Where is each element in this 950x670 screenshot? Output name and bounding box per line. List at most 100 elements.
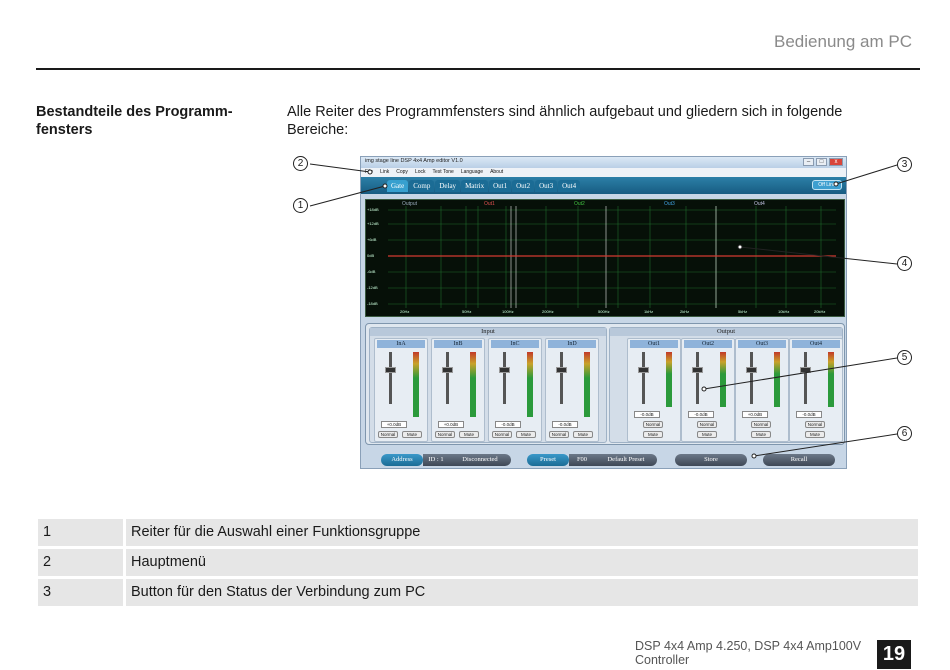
row-number: 2 xyxy=(38,549,123,576)
fader-knob[interactable] xyxy=(499,367,510,373)
table-row: 3 Button für den Status der Verbindung z… xyxy=(38,579,918,606)
store-button[interactable]: Store xyxy=(675,454,747,466)
fader-knob[interactable] xyxy=(692,367,703,373)
normal-button[interactable]: Normal xyxy=(751,421,771,428)
channel-strip-out1: Out1 -0.0dB Normal Mute xyxy=(627,338,681,442)
gain-value[interactable]: -0.0dB xyxy=(634,411,660,418)
preset-button[interactable]: Preset xyxy=(527,454,569,466)
mute-button[interactable]: Mute xyxy=(573,431,593,438)
gain-value[interactable]: -0.0dB xyxy=(796,411,822,418)
mute-button[interactable]: Mute xyxy=(516,431,536,438)
x-tick: 50Hz xyxy=(462,309,472,314)
callout-3: 3 xyxy=(897,157,912,172)
fader-track xyxy=(642,352,645,404)
normal-button[interactable]: Normal xyxy=(435,431,455,438)
menu-lock[interactable]: Lock xyxy=(414,169,426,175)
function-tab-bar: Gate Comp Delay Matrix Out1 Out2 Out3 Ou… xyxy=(361,177,846,194)
mute-button[interactable]: Mute xyxy=(643,431,663,438)
close-button[interactable]: x xyxy=(829,158,843,166)
gain-value[interactable]: +0.0dB xyxy=(381,421,407,428)
tab-gate[interactable]: Gate xyxy=(387,180,409,192)
channel-label: InD xyxy=(548,340,596,348)
recall-button[interactable]: Recall xyxy=(763,454,835,466)
x-tick: 1kHz xyxy=(644,309,654,314)
x-tick: 100Hz xyxy=(502,309,514,314)
channel-label: Out1 xyxy=(630,340,678,348)
program-window-screenshot: img stage line DSP 4x4 Amp editor V1.0 –… xyxy=(360,156,847,469)
fader-track xyxy=(446,352,449,404)
tab-out3[interactable]: Out3 xyxy=(535,180,558,192)
normal-button[interactable]: Normal xyxy=(378,431,398,438)
tab-out4[interactable]: Out4 xyxy=(558,180,581,192)
x-tick: 20Hz xyxy=(400,309,410,314)
tab-out1[interactable]: Out1 xyxy=(489,180,512,192)
tab-out2[interactable]: Out2 xyxy=(512,180,535,192)
device-id: ID : 1 xyxy=(423,454,449,466)
address-button[interactable]: Address xyxy=(381,454,423,466)
maximize-button[interactable]: □ xyxy=(816,158,827,166)
row-number: 1 xyxy=(38,519,123,546)
connection-state: Disconnected xyxy=(449,454,511,466)
gain-value[interactable]: -0.0dB xyxy=(495,421,521,428)
gain-value[interactable]: -0.0dB xyxy=(552,421,578,428)
y-tick: -18dB xyxy=(367,301,378,306)
output-group-label: Output xyxy=(610,328,842,336)
minimize-button[interactable]: – xyxy=(803,158,814,166)
fader-knob[interactable] xyxy=(638,367,649,373)
fader-track xyxy=(804,352,807,404)
graph-label: Output xyxy=(402,201,418,207)
gain-value[interactable]: -0.0dB xyxy=(688,411,714,418)
channel-strip-out4: Out4 -0.0dB Normal Mute xyxy=(789,338,843,442)
preset-number: F00 xyxy=(569,454,595,466)
level-meter xyxy=(720,352,726,407)
header-title: Bedienung am PC xyxy=(774,32,912,51)
gain-value[interactable]: +0.0dB xyxy=(742,411,768,418)
callout-5: 5 xyxy=(897,350,912,365)
y-tick: 0dB xyxy=(367,253,375,258)
mute-button[interactable]: Mute xyxy=(697,431,717,438)
gain-value[interactable]: +0.0dB xyxy=(438,421,464,428)
normal-button[interactable]: Normal xyxy=(643,421,663,428)
mute-button[interactable]: Mute xyxy=(459,431,479,438)
menu-copy[interactable]: Copy xyxy=(396,169,408,175)
channel-label: InB xyxy=(434,340,482,348)
normal-button[interactable]: Normal xyxy=(492,431,512,438)
menu-test-tone[interactable]: Test Tone xyxy=(432,169,454,175)
menu-link[interactable]: Link xyxy=(380,169,390,175)
mute-button[interactable]: Mute xyxy=(805,431,825,438)
channel-strip-inc: InC -0.0dB Normal Mute xyxy=(488,338,542,442)
tab-comp[interactable]: Comp xyxy=(409,180,435,192)
fader-knob[interactable] xyxy=(746,367,757,373)
normal-button[interactable]: Normal xyxy=(549,431,569,438)
fader-knob[interactable] xyxy=(442,367,453,373)
normal-button[interactable]: Normal xyxy=(805,421,825,428)
menu-about[interactable]: About xyxy=(490,169,504,175)
x-tick: 10kHz xyxy=(778,309,790,314)
x-tick: 200Hz xyxy=(542,309,554,314)
window-titlebar: img stage line DSP 4x4 Amp editor V1.0 –… xyxy=(361,157,846,168)
fader-knob[interactable] xyxy=(385,367,396,373)
graph-legend-out4: Out4 xyxy=(754,201,765,207)
fader-track xyxy=(696,352,699,404)
channel-label: Out4 xyxy=(792,340,840,348)
fader-knob[interactable] xyxy=(556,367,567,373)
fader-track xyxy=(560,352,563,404)
level-meter xyxy=(828,352,834,407)
normal-button[interactable]: Normal xyxy=(697,421,717,428)
callout-1: 1 xyxy=(293,198,308,213)
callout-4: 4 xyxy=(897,256,912,271)
menu-language[interactable]: Language xyxy=(460,169,484,175)
mute-button[interactable]: Mute xyxy=(751,431,771,438)
tab-delay[interactable]: Delay xyxy=(435,180,461,192)
x-tick: 20kHz xyxy=(814,309,826,314)
connection-status-button[interactable]: Off Line xyxy=(812,180,842,190)
y-tick: +12dB xyxy=(367,221,379,226)
callout-2: 2 xyxy=(293,156,308,171)
mute-button[interactable]: Mute xyxy=(402,431,422,438)
frequency-response-graph: Output Out1 Out2 Out3 Out4 +18dB +12dB +… xyxy=(365,199,845,317)
channel-strip-ina: InA +0.0dB Normal Mute xyxy=(374,338,428,442)
output-group: Output Out1 -0.0dB Normal Mute Out2 -0.0… xyxy=(609,327,843,443)
tab-matrix[interactable]: Matrix xyxy=(461,180,489,192)
callout-6: 6 xyxy=(897,426,912,441)
